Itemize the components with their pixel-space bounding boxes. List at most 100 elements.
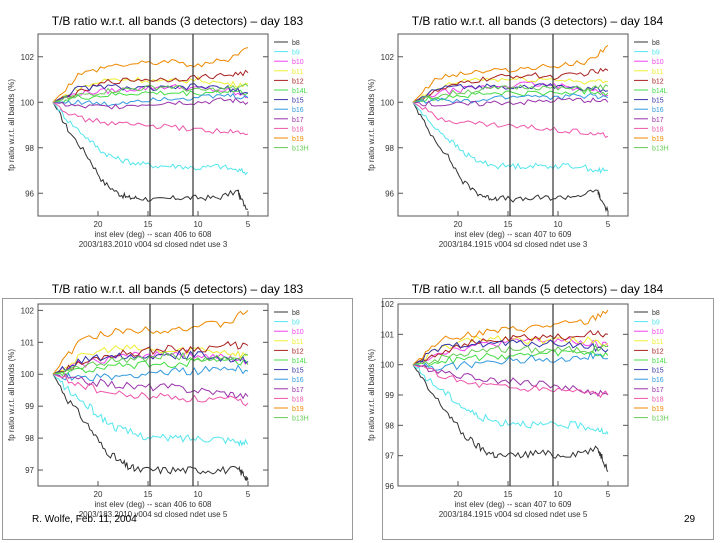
series-line-b8 [52, 373, 249, 481]
legend-label-b11: b11 [652, 69, 663, 76]
series-line-b15 [412, 339, 609, 366]
y-tick-label: 99 [385, 391, 394, 400]
chart-panel-4: T/B ratio w.r.t. all bands (5 detectors)… [360, 278, 715, 540]
x-tick-label: 20 [94, 220, 103, 229]
legend-label-b19: b19 [652, 406, 664, 413]
legend-label-b19: b19 [292, 406, 304, 413]
legend-label-b17: b17 [292, 387, 304, 394]
series-line-b8 [52, 102, 249, 210]
series-line-b13H [412, 84, 609, 103]
x-tick-label: 5 [246, 220, 251, 229]
series-line-b13H [52, 83, 249, 103]
legend-label-b10: b10 [652, 59, 664, 66]
x-tick-label: 15 [504, 490, 513, 499]
y-tick-label: 102 [381, 300, 395, 309]
legend-label-b12: b12 [292, 348, 304, 355]
series-line-b17 [52, 373, 249, 400]
legend-label-b15: b15 [292, 98, 304, 105]
series-line-b12 [412, 329, 609, 366]
legend-label-b8: b8 [292, 40, 300, 47]
y-tick-label: 96 [385, 189, 394, 198]
series-line-b19 [412, 44, 609, 103]
x-tick-label: 5 [606, 220, 611, 229]
y-tick-label: 97 [385, 452, 394, 461]
y-tick-label: 99 [25, 402, 34, 411]
x-tick-label: 5 [606, 490, 611, 499]
series-line-b16 [412, 351, 609, 371]
y-tick-label: 100 [381, 361, 395, 370]
y-tick-label: 96 [385, 482, 394, 491]
x-tick-label: 10 [194, 220, 203, 229]
x-tick-label: 20 [94, 490, 103, 499]
series-line-b9 [412, 101, 609, 174]
x-axis-label: inst elev (deg) -- scan 406 to 608 [95, 230, 213, 239]
x-tick-label: 20 [454, 220, 463, 229]
x-axis-label: inst elev (deg) -- scan 407 to 609 [455, 230, 573, 239]
series-line-b18 [412, 101, 609, 138]
chart-panel-2: T/B ratio w.r.t. all bands (3 detectors)… [360, 0, 715, 275]
series-line-b18 [52, 373, 249, 407]
series-line-b16 [53, 92, 249, 107]
legend-label-b13H: b13H [292, 146, 309, 153]
legend-label-b13H: b13H [652, 146, 669, 153]
y-axis-label: fp ratio w.r.t. all bands (%) [367, 79, 376, 171]
chart-2: 96 98 100 102 20 15 10 5 inst elev (deg) -- scan… [367, 33, 669, 249]
y-tick-label: 102 [21, 306, 35, 315]
series-line-b10 [52, 349, 249, 375]
legend-label-b12: b12 [652, 348, 664, 355]
legend-label-b10: b10 [292, 329, 304, 336]
chart-title-1: T/B ratio w.r.t. all bands (3 detectors)… [51, 14, 304, 28]
legend-label-b11: b11 [292, 69, 303, 76]
legend-label-b17: b17 [292, 117, 304, 124]
y-axis-label: fp ratio w.r.t. all bands (%) [367, 349, 376, 441]
x-tick-label: 15 [504, 220, 513, 229]
y-tick-label: 98 [385, 421, 394, 430]
run-info-label: 2003/184.1915 v004 sd closed ndet use 3 [439, 240, 588, 249]
legend-label-b18: b18 [652, 126, 664, 133]
legend-label-b9: b9 [292, 320, 300, 327]
y-tick-label: 101 [21, 338, 35, 347]
legend-label-b17: b17 [652, 117, 664, 124]
series-line-b19 [52, 310, 249, 375]
chart-frame-4 [382, 298, 714, 540]
run-info-label: 2003/184.1915 v004 sd closed ndet use 5 [439, 510, 588, 519]
legend-label-b10: b10 [652, 329, 664, 336]
legend-label-b12: b12 [652, 78, 664, 85]
series-line-b12 [412, 67, 609, 103]
chart-panel-1: T/B ratio w.r.t. all bands (3 detectors)… [0, 0, 355, 275]
y-tick-label: 98 [25, 144, 34, 153]
x-tick-label: 5 [246, 490, 251, 499]
legend-label-b12: b12 [292, 78, 304, 85]
series-line-b13H [412, 343, 608, 366]
y-tick-label: 100 [21, 370, 35, 379]
legend-label-b11: b11 [292, 339, 303, 346]
series-line-b9 [412, 364, 609, 435]
legend-label-b17: b17 [652, 387, 664, 394]
legend-label-b15: b15 [652, 98, 664, 105]
chart-3: 97 98 99 100 101 102 20 15 10 5 inst elev (deg) --… [7, 303, 309, 519]
legend-label-b19: b19 [652, 136, 664, 143]
plot-area [37, 33, 269, 217]
legend-label-b16: b16 [292, 107, 304, 114]
chart-frame-3 [2, 298, 353, 540]
x-tick-label: 10 [554, 490, 563, 499]
plot-area [397, 303, 629, 487]
series-line-b8 [412, 102, 609, 213]
series-line-b14L [412, 349, 609, 368]
series-line-b17 [52, 97, 249, 110]
legend-label-b14L: b14L [292, 88, 308, 95]
legend-label-b18: b18 [652, 396, 664, 403]
chart-4: 96 97 98 99 100 101 102 20 15 10 5 inst elev (deg) … [367, 300, 669, 519]
series-line-b14L [52, 89, 249, 104]
series-line-b11 [412, 335, 609, 366]
legend-label-b16: b16 [652, 377, 664, 384]
y-tick-label: 100 [21, 98, 35, 107]
x-axis-label: inst elev (deg) -- scan 406 to 608 [95, 500, 213, 509]
legend-label-b18: b18 [292, 126, 304, 133]
y-tick-label: 98 [385, 144, 394, 153]
plot-area [37, 303, 269, 487]
x-tick-label: 15 [144, 490, 153, 499]
y-axis-label: fp ratio w.r.t. all bands (%) [7, 79, 16, 171]
chart-title-4: T/B ratio w.r.t. all bands (5 detectors)… [411, 282, 664, 296]
y-tick-label: 97 [25, 466, 34, 475]
